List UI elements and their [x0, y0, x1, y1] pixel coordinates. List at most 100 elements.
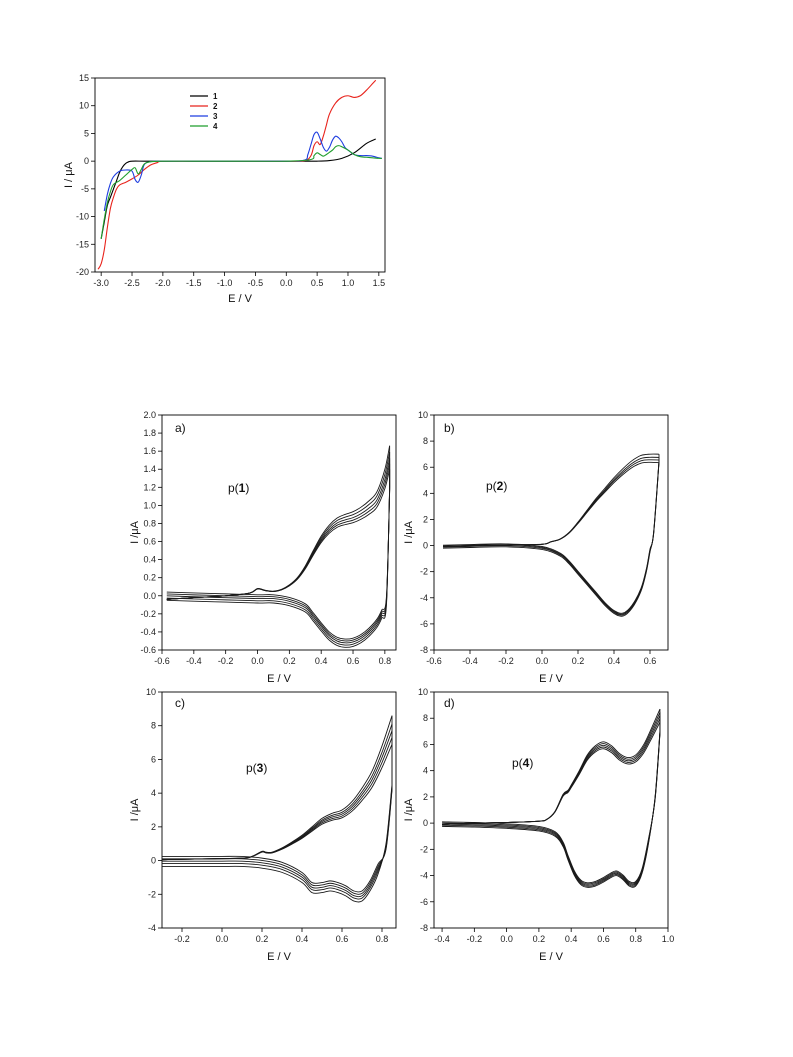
y-tick-label: 10	[418, 410, 428, 420]
scan-reverse-5	[442, 733, 661, 884]
scan-reverse-5	[162, 790, 393, 893]
x-tick-label: -0.2	[174, 934, 190, 944]
plot-frame	[161, 414, 397, 651]
x-tick-label: -0.4	[434, 934, 450, 944]
y-tick-label: 6	[423, 739, 428, 749]
plot-frame	[161, 691, 397, 929]
scan-forward-5	[161, 744, 393, 861]
x-tick-label: 0.4	[565, 934, 578, 944]
panel-label: b)	[444, 421, 455, 435]
panel-title-part: p(	[486, 479, 497, 493]
y-tick-label: 1.4	[143, 464, 156, 474]
panel-title-part: )	[245, 481, 249, 495]
scan-reverse-1	[166, 487, 391, 648]
scan-forward-1	[161, 715, 393, 861]
x-tick-label: 1.0	[662, 934, 675, 944]
y-axis-label: I /μA	[403, 520, 415, 544]
series-line-4	[100, 145, 382, 239]
scan-reverse-5	[166, 491, 391, 640]
x-tick-label: -1.5	[186, 278, 202, 288]
y-axis-label: I /μA	[403, 798, 415, 822]
y-tick-label: -2	[420, 844, 428, 854]
y-tick-label: 4	[151, 788, 156, 798]
y-tick-label: 8	[423, 713, 428, 723]
y-tick-label: 2.0	[143, 410, 156, 420]
x-tick-label: 0.0	[280, 278, 293, 288]
y-tick-label: 15	[79, 73, 89, 83]
x-tick-label: -0.2	[467, 934, 483, 944]
scan-forward-2	[166, 451, 391, 600]
y-tick-label: -4	[148, 923, 156, 933]
legend-label-3: 3	[213, 112, 218, 121]
scan-reverse-1	[442, 460, 660, 617]
x-tick-label: 0.6	[644, 656, 657, 666]
y-tick-label: -2	[420, 567, 428, 577]
chart-overview: -3.0 -2.5 -2.0 -1.5 -1.0 -0.5 0.0 0.5 1.0 1.5 -20 -…	[63, 73, 386, 305]
plot-frame	[94, 77, 386, 273]
plot-frame	[433, 414, 669, 651]
y-tick-label: 0	[423, 541, 428, 551]
y-axis-label: I /μA	[129, 798, 141, 822]
y-tick-label: 0.6	[143, 537, 156, 547]
panel-title-part: )	[529, 756, 533, 770]
y-tick-label: 1.2	[143, 482, 156, 492]
x-tick-label: -0.6	[154, 656, 170, 666]
x-tick-label: -2.0	[155, 278, 171, 288]
y-tick-label: -8	[420, 645, 428, 655]
x-tick-label: -1.0	[217, 278, 233, 288]
x-axis-label: E / V	[267, 951, 292, 963]
scan-reverse-2	[442, 731, 661, 887]
x-tick-label: -0.2	[218, 656, 234, 666]
x-tick-label: 0.2	[256, 934, 269, 944]
x-tick-label: 0.8	[629, 934, 642, 944]
x-tick-label: 0.8	[376, 934, 389, 944]
scan-forward-4	[442, 718, 661, 825]
scan-reverse-2	[166, 488, 391, 646]
panel-label: d)	[444, 696, 455, 710]
y-tick-label: 2	[151, 822, 156, 832]
scan-reverse-4	[442, 733, 661, 885]
y-tick-label: 0	[84, 156, 89, 166]
y-tick-label: 10	[418, 687, 428, 697]
y-tick-label: -5	[81, 184, 89, 194]
y-tick-label: 2	[423, 514, 428, 524]
x-tick-label: 0.4	[608, 656, 621, 666]
scan-forward-3	[442, 459, 660, 548]
x-tick-label: -0.5	[248, 278, 264, 288]
x-axis-label: E / V	[228, 293, 253, 305]
x-tick-label: 0.2	[283, 656, 296, 666]
legend-label-4: 4	[213, 122, 218, 131]
x-tick-label: -0.2	[498, 656, 514, 666]
scan-forward-5	[166, 469, 391, 600]
y-tick-label: 0	[151, 856, 156, 866]
x-axis-label: E / V	[539, 951, 564, 963]
series-line-2	[97, 79, 377, 270]
x-tick-label: 0.4	[315, 656, 328, 666]
y-tick-label: 4	[423, 766, 428, 776]
x-tick-label: 0.0	[216, 934, 229, 944]
chart-c: -0.2 0.0 0.2 0.4 0.6 0.8 -4 -2 0 2 4 6 8 10 E / V I /μA…	[129, 687, 397, 963]
panel-title: p(3)	[246, 761, 267, 775]
y-tick-label: -4	[420, 593, 428, 603]
y-tick-label: 2	[423, 792, 428, 802]
scan-forward-2	[161, 723, 393, 861]
chart-d: -0.4 -0.2 0.0 0.2 0.4 0.6 0.8 1.0 -8 -6 -4 -2 0 2 4 6 8 1…	[403, 687, 674, 963]
y-tick-label: -20	[76, 267, 89, 277]
x-tick-label: 0.2	[572, 656, 585, 666]
y-tick-label: 0	[423, 818, 428, 828]
scan-reverse-3	[442, 732, 661, 886]
scan-forward-5	[442, 721, 661, 825]
legend-label-1: 1	[213, 92, 218, 101]
scan-forward-1	[442, 708, 661, 825]
series-line-1	[100, 138, 376, 239]
x-tick-label: 0.6	[347, 656, 360, 666]
y-tick-label: 10	[79, 101, 89, 111]
y-tick-label: 0.4	[143, 555, 156, 565]
y-tick-label: 0.0	[143, 591, 156, 601]
x-tick-label: 0.0	[500, 934, 513, 944]
legend-label-2: 2	[213, 102, 218, 111]
y-tick-label: -2	[148, 889, 156, 899]
y-tick-label: -0.6	[140, 645, 156, 655]
scan-forward-3	[166, 458, 391, 600]
x-tick-label: 0.4	[296, 934, 309, 944]
